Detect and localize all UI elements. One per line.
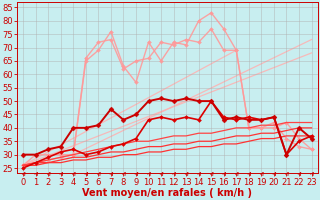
X-axis label: Vent moyen/en rafales ( km/h ): Vent moyen/en rafales ( km/h ) bbox=[82, 188, 252, 198]
